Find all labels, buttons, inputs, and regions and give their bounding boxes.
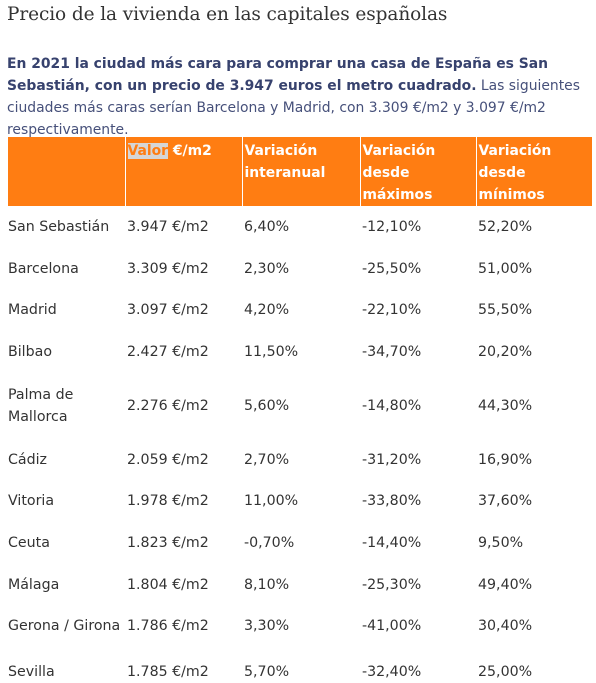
cell-annual: 6,40%: [244, 218, 290, 235]
cell-value: 1.785 €/m2: [127, 664, 209, 681]
table-row: Sevilla 1.785 €/m2 5,70% -32,40% 25,00%: [8, 647, 592, 683]
cell-from-min: 30,40%: [478, 618, 533, 635]
cell-from-max: -12,10%: [362, 218, 422, 235]
cell-annual: 11,00%: [244, 493, 299, 510]
cell-city: Madrid: [8, 302, 57, 319]
cell-from-max: -14,80%: [362, 397, 422, 414]
table-row: Málaga 1.804 €/m2 8,10% -25,30% 49,40%: [8, 564, 592, 606]
table-row: Palma de Mallorca 2.276 €/m2 5,60% -14,8…: [8, 373, 592, 439]
header-value: Valor €/m2: [124, 137, 242, 206]
cell-value: 3.309 €/m2: [127, 260, 209, 277]
cell-from-max: -25,30%: [362, 576, 422, 593]
cell-city: Palma de Mallorca: [8, 386, 74, 425]
table-row: San Sebastián 3.947 €/m2 6,40% -12,10% 5…: [8, 206, 592, 248]
table-row: Cádiz 2.059 €/m2 2,70% -31,20% 16,90%: [8, 439, 592, 481]
cell-from-min: 55,50%: [478, 302, 533, 319]
table-header-row: Valor €/m2 Variación interanual Variació…: [8, 137, 592, 206]
page-title: Precio de la vivienda en las capitales e…: [7, 4, 448, 25]
cell-from-max: -41,00%: [362, 618, 422, 635]
cell-value: 1.978 €/m2: [127, 493, 209, 510]
cell-from-max: -14,40%: [362, 534, 422, 551]
cell-city: Sevilla: [8, 664, 55, 681]
header-city: [8, 137, 125, 206]
cell-value: 2.427 €/m2: [127, 343, 209, 360]
cell-city: Vitoria: [8, 493, 55, 510]
cell-annual: 3,30%: [244, 618, 290, 635]
cell-value: 1.804 €/m2: [127, 576, 209, 593]
cell-from-min: 16,90%: [478, 451, 533, 468]
cell-city: San Sebastián: [8, 218, 110, 235]
table-row: Bilbao 2.427 €/m2 11,50% -34,70% 20,20%: [8, 331, 592, 373]
cell-from-min: 37,60%: [478, 493, 533, 510]
cell-from-max: -34,70%: [362, 343, 422, 360]
cell-from-max: -22,10%: [362, 302, 422, 319]
cell-from-min: 9,50%: [478, 534, 524, 551]
cell-from-max: -25,50%: [362, 260, 422, 277]
intro-bold-text: En 2021 la ciudad más cara para comprar …: [7, 56, 548, 94]
cell-value: 2.276 €/m2: [127, 397, 209, 414]
cell-annual: 4,20%: [244, 302, 290, 319]
cell-annual: 11,50%: [244, 343, 299, 360]
cell-value: 1.786 €/m2: [127, 618, 209, 635]
header-variation-from-max: Variación desde máximos: [359, 137, 476, 206]
header-value-unit: €/m2: [168, 143, 212, 159]
cell-from-min: 25,00%: [478, 664, 533, 681]
header-annual-variation: Variación interanual: [241, 137, 360, 206]
cell-city: Gerona / Girona: [8, 618, 121, 635]
cell-from-max: -31,20%: [362, 451, 422, 468]
price-table: Valor €/m2 Variación interanual Variació…: [8, 137, 592, 683]
cell-from-min: 49,40%: [478, 576, 533, 593]
cell-value: 1.823 €/m2: [127, 534, 209, 551]
cell-value: 3.097 €/m2: [127, 302, 209, 319]
cell-from-max: -33,80%: [362, 493, 422, 510]
cell-city: Barcelona: [8, 260, 79, 277]
cell-city: Cádiz: [8, 451, 47, 468]
table-row: Barcelona 3.309 €/m2 2,30% -25,50% 51,00…: [8, 248, 592, 290]
header-value-selected[interactable]: Valor: [127, 143, 169, 159]
intro-paragraph: En 2021 la ciudad más cara para comprar …: [7, 53, 592, 141]
cell-value: 2.059 €/m2: [127, 451, 209, 468]
cell-annual: 2,30%: [244, 260, 290, 277]
cell-city: Bilbao: [8, 343, 52, 360]
cell-value: 3.947 €/m2: [127, 218, 209, 235]
cell-from-min: 44,30%: [478, 397, 533, 414]
cell-annual: 5,60%: [244, 397, 290, 414]
cell-annual: -0,70%: [244, 534, 295, 551]
cell-annual: 8,10%: [244, 576, 290, 593]
table-row: Ceuta 1.823 €/m2 -0,70% -14,40% 9,50%: [8, 522, 592, 564]
cell-from-max: -32,40%: [362, 664, 422, 681]
table-row: Gerona / Girona 1.786 €/m2 3,30% -41,00%…: [8, 606, 592, 648]
cell-from-min: 20,20%: [478, 343, 533, 360]
cell-from-min: 52,20%: [478, 218, 533, 235]
cell-city: Málaga: [8, 576, 60, 593]
cell-from-min: 51,00%: [478, 260, 533, 277]
intro-text: Las siguientes ciudades más caras serían…: [7, 78, 580, 138]
cell-annual: 2,70%: [244, 451, 290, 468]
cell-city: Ceuta: [8, 534, 50, 551]
table-row: Madrid 3.097 €/m2 4,20% -22,10% 55,50%: [8, 289, 592, 331]
cell-annual: 5,70%: [244, 664, 290, 681]
table-row: Vitoria 1.978 €/m2 11,00% -33,80% 37,60%: [8, 480, 592, 522]
header-variation-from-min: Variación desde mínimos: [475, 137, 592, 206]
